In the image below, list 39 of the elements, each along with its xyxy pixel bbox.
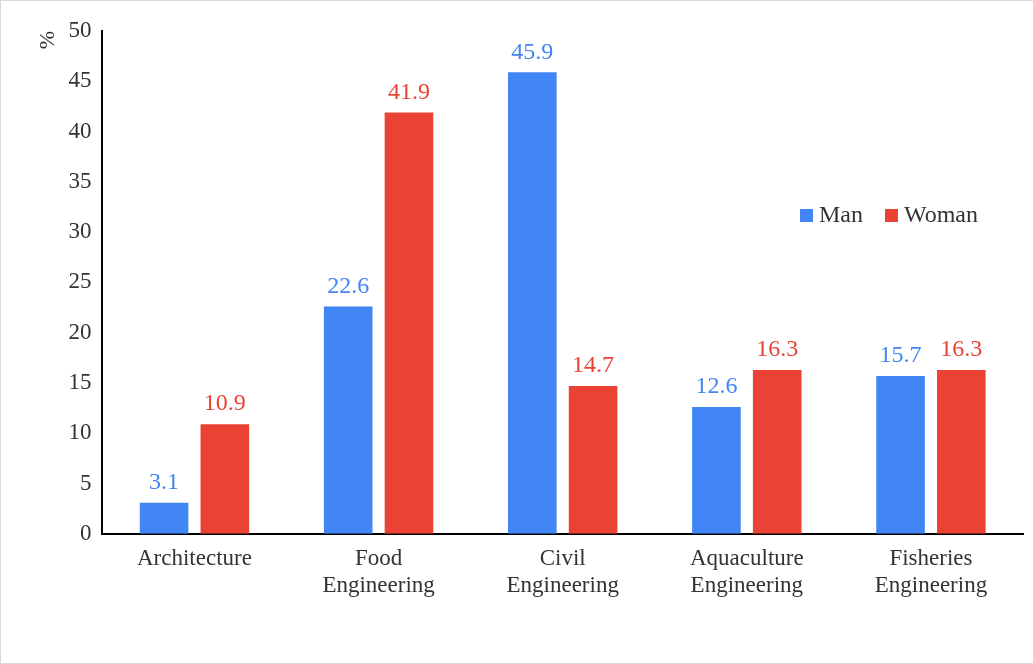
x-tick-label: Aquaculture Engineering	[689, 544, 804, 598]
y-tick-label: 20	[68, 318, 92, 344]
bar	[200, 424, 250, 534]
data-label: 14.7	[572, 351, 615, 378]
y-tick-label: 30	[68, 218, 92, 244]
y-tick-label: 50	[68, 17, 92, 43]
bar	[384, 112, 434, 534]
x-tick-label: Fisheries Engineering	[874, 544, 988, 598]
legend-label: Man	[817, 201, 863, 228]
bar	[323, 306, 373, 534]
legend-label: Woman	[902, 201, 978, 228]
y-tick-label: 15	[68, 369, 92, 395]
bar	[568, 385, 618, 534]
bar	[139, 502, 189, 534]
bar	[937, 369, 986, 534]
bar	[508, 72, 557, 534]
data-label: 22.6	[327, 271, 370, 298]
data-label: 16.3	[756, 335, 799, 362]
y-tick-label: 40	[68, 117, 92, 143]
y-axis-title: %	[33, 31, 59, 50]
x-tick-label: Food Engineering	[322, 544, 436, 598]
data-label: 15.7	[879, 341, 922, 368]
bar	[752, 369, 802, 534]
y-tick-label: 10	[68, 419, 92, 445]
data-label: 16.3	[940, 335, 983, 362]
data-label: 12.6	[695, 372, 738, 399]
y-tick-label: 25	[68, 268, 92, 294]
x-tick-label: Civil Engineering	[506, 544, 620, 598]
y-tick-label: 45	[68, 67, 92, 93]
data-label: 41.9	[387, 77, 430, 104]
x-tick-label: Architecture	[136, 544, 252, 570]
data-label: 10.9	[203, 389, 246, 416]
data-label: 45.9	[511, 37, 554, 64]
bar	[692, 407, 741, 534]
data-label: 3.1	[149, 467, 180, 494]
y-tick-label: 35	[68, 167, 92, 193]
bar	[876, 375, 925, 534]
y-tick-label: 5	[79, 469, 92, 495]
y-tick-label: 0	[79, 519, 92, 545]
